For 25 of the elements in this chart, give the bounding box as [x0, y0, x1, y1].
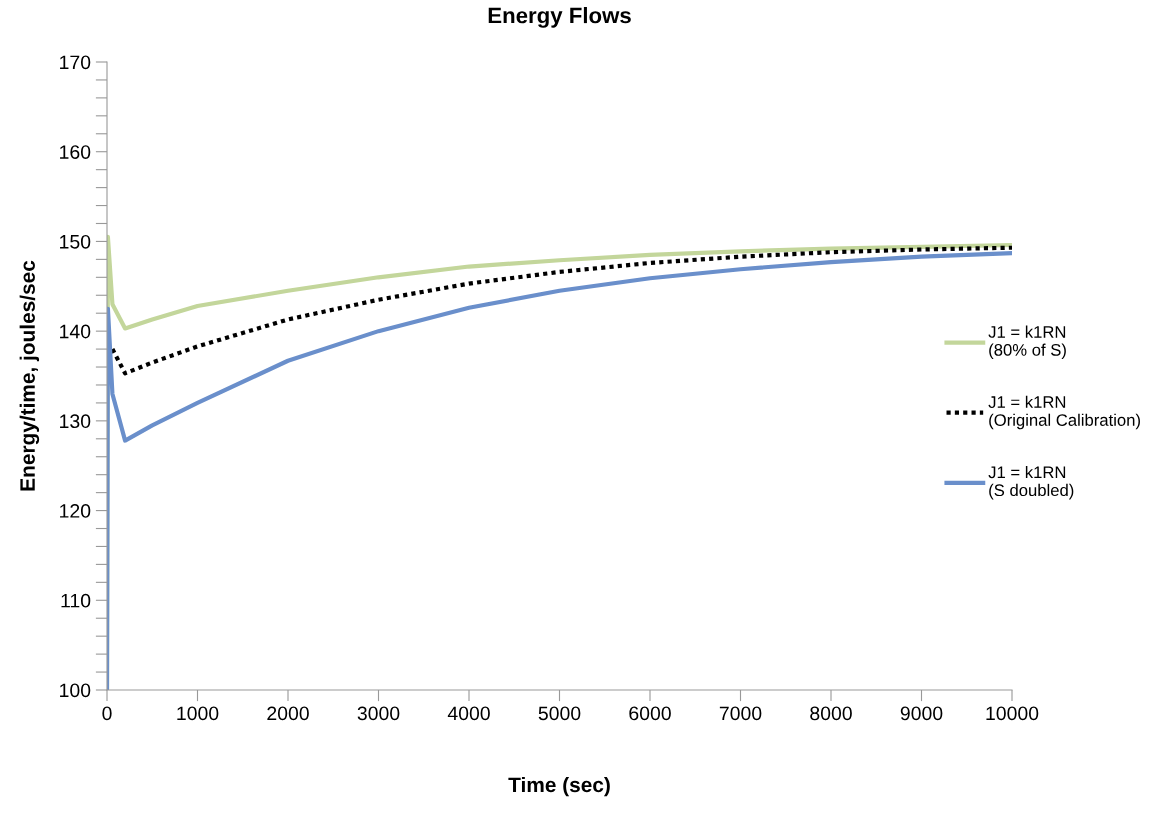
legend-label: J1 = k1RN (Original Calibration) — [988, 395, 1140, 430]
y-tick-label: 140 — [60, 324, 91, 339]
y-tick-label: 160 — [60, 145, 91, 159]
x-tick-label: 10000 — [986, 706, 1039, 721]
x-tick-label: 3000 — [357, 706, 400, 721]
y-tick-label: 110 — [61, 593, 91, 608]
legend-label: J1 = k1RN (80% of S) — [988, 325, 1066, 360]
x-tick-label: 1000 — [177, 706, 219, 721]
legend-label: J1 = k1RN (S doubled) — [988, 465, 1074, 500]
x-tick-label: 9000 — [900, 706, 943, 721]
x-tick-label: 0 — [102, 706, 112, 721]
y-tick-label: 170 — [60, 55, 91, 70]
y-tick-label: 150 — [60, 234, 91, 249]
x-axis-title: Time (sec) — [508, 776, 610, 797]
chart-title: Energy Flows — [488, 7, 631, 28]
x-tick-label: 2000 — [267, 706, 309, 721]
x-tick-label: 8000 — [810, 706, 852, 721]
x-tick-label: 4000 — [447, 706, 490, 721]
x-tick-label: 7000 — [719, 706, 762, 721]
x-tick-label: 5000 — [538, 706, 581, 721]
y-axis-title: Energy/time, joules/sec — [19, 260, 40, 491]
y-tick-label: 130 — [60, 414, 91, 429]
y-tick-label: 120 — [60, 504, 91, 518]
x-tick-label: 6000 — [629, 706, 671, 721]
y-tick-label: 100 — [60, 683, 91, 698]
